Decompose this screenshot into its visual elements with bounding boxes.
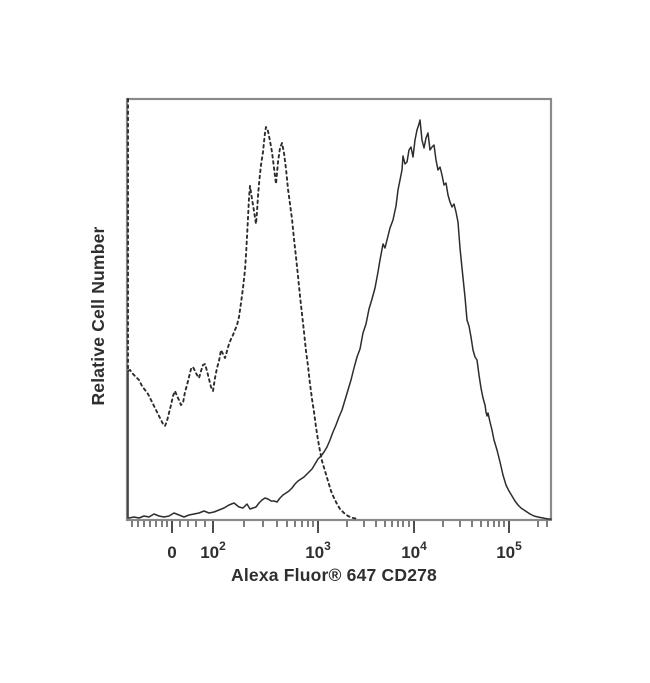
cd278-stained-curve <box>127 119 552 520</box>
x-axis-tick-labels: 0 102 103 104 105 <box>167 539 522 562</box>
x-tick-label: 105 <box>496 539 522 562</box>
x-tick-label: 104 <box>401 539 427 562</box>
x-axis-ticks <box>131 521 548 533</box>
histogram-curves <box>127 98 552 520</box>
y-axis-label: Relative Cell Number <box>88 226 108 405</box>
plot-frame <box>125 97 553 522</box>
x-tick-label: 102 <box>200 539 226 562</box>
x-axis-label: Alexa Fluor® 647 CD278 <box>231 565 437 585</box>
isotype-control-curve <box>127 98 359 520</box>
x-tick-label: 0 <box>167 543 176 562</box>
x-tick-label: 103 <box>305 539 331 562</box>
